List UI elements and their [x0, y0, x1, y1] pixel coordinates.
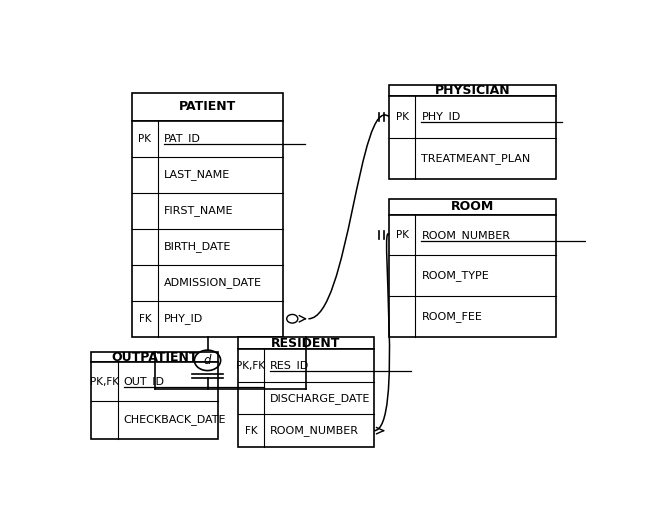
Text: OUT_ID: OUT_ID [124, 376, 165, 387]
Text: PK,FK: PK,FK [236, 361, 266, 370]
Text: ADMISSION_DATE: ADMISSION_DATE [164, 277, 262, 288]
Bar [389, 199, 555, 215]
Text: ROOM_NUMBER: ROOM_NUMBER [421, 230, 510, 241]
Bar [389, 215, 555, 337]
Text: PHYSICIAN: PHYSICIAN [435, 84, 510, 97]
Bar [238, 337, 374, 350]
Text: FIRST_NAME: FIRST_NAME [164, 205, 234, 216]
Bar [91, 362, 217, 439]
Text: PK,FK: PK,FK [90, 377, 119, 387]
Text: LAST_NAME: LAST_NAME [164, 169, 230, 180]
Text: PHY_ID: PHY_ID [164, 313, 203, 324]
Text: PK: PK [396, 230, 409, 240]
Text: FK: FK [139, 314, 151, 324]
Text: CHECKBACK_DATE: CHECKBACK_DATE [124, 414, 227, 425]
Text: PHY_ID: PHY_ID [421, 111, 461, 122]
Text: PK: PK [396, 112, 409, 122]
Text: RES_ID: RES_ID [270, 360, 309, 371]
Text: PK: PK [139, 134, 152, 144]
Text: FK: FK [245, 426, 257, 436]
Text: OUTPATIENT: OUTPATIENT [111, 351, 198, 364]
Text: d: d [204, 354, 212, 367]
Text: TREATMEANT_PLAN: TREATMEANT_PLAN [421, 153, 531, 164]
Bar [132, 121, 283, 337]
Text: RESIDENT: RESIDENT [271, 337, 340, 350]
Bar [389, 85, 555, 96]
Text: PATIENT: PATIENT [179, 100, 236, 113]
Bar [389, 96, 555, 179]
Text: ROOM_TYPE: ROOM_TYPE [421, 270, 489, 281]
Text: BIRTH_DATE: BIRTH_DATE [164, 241, 232, 252]
Bar [238, 350, 374, 447]
Text: ROOM_FEE: ROOM_FEE [421, 311, 482, 322]
Text: DISCHARGE_DATE: DISCHARGE_DATE [270, 393, 370, 404]
Bar [91, 353, 217, 362]
Text: PAT_ID: PAT_ID [164, 133, 201, 144]
Bar [132, 93, 283, 121]
Text: ROOM: ROOM [450, 200, 494, 214]
Text: ROOM_NUMBER: ROOM_NUMBER [270, 425, 359, 436]
